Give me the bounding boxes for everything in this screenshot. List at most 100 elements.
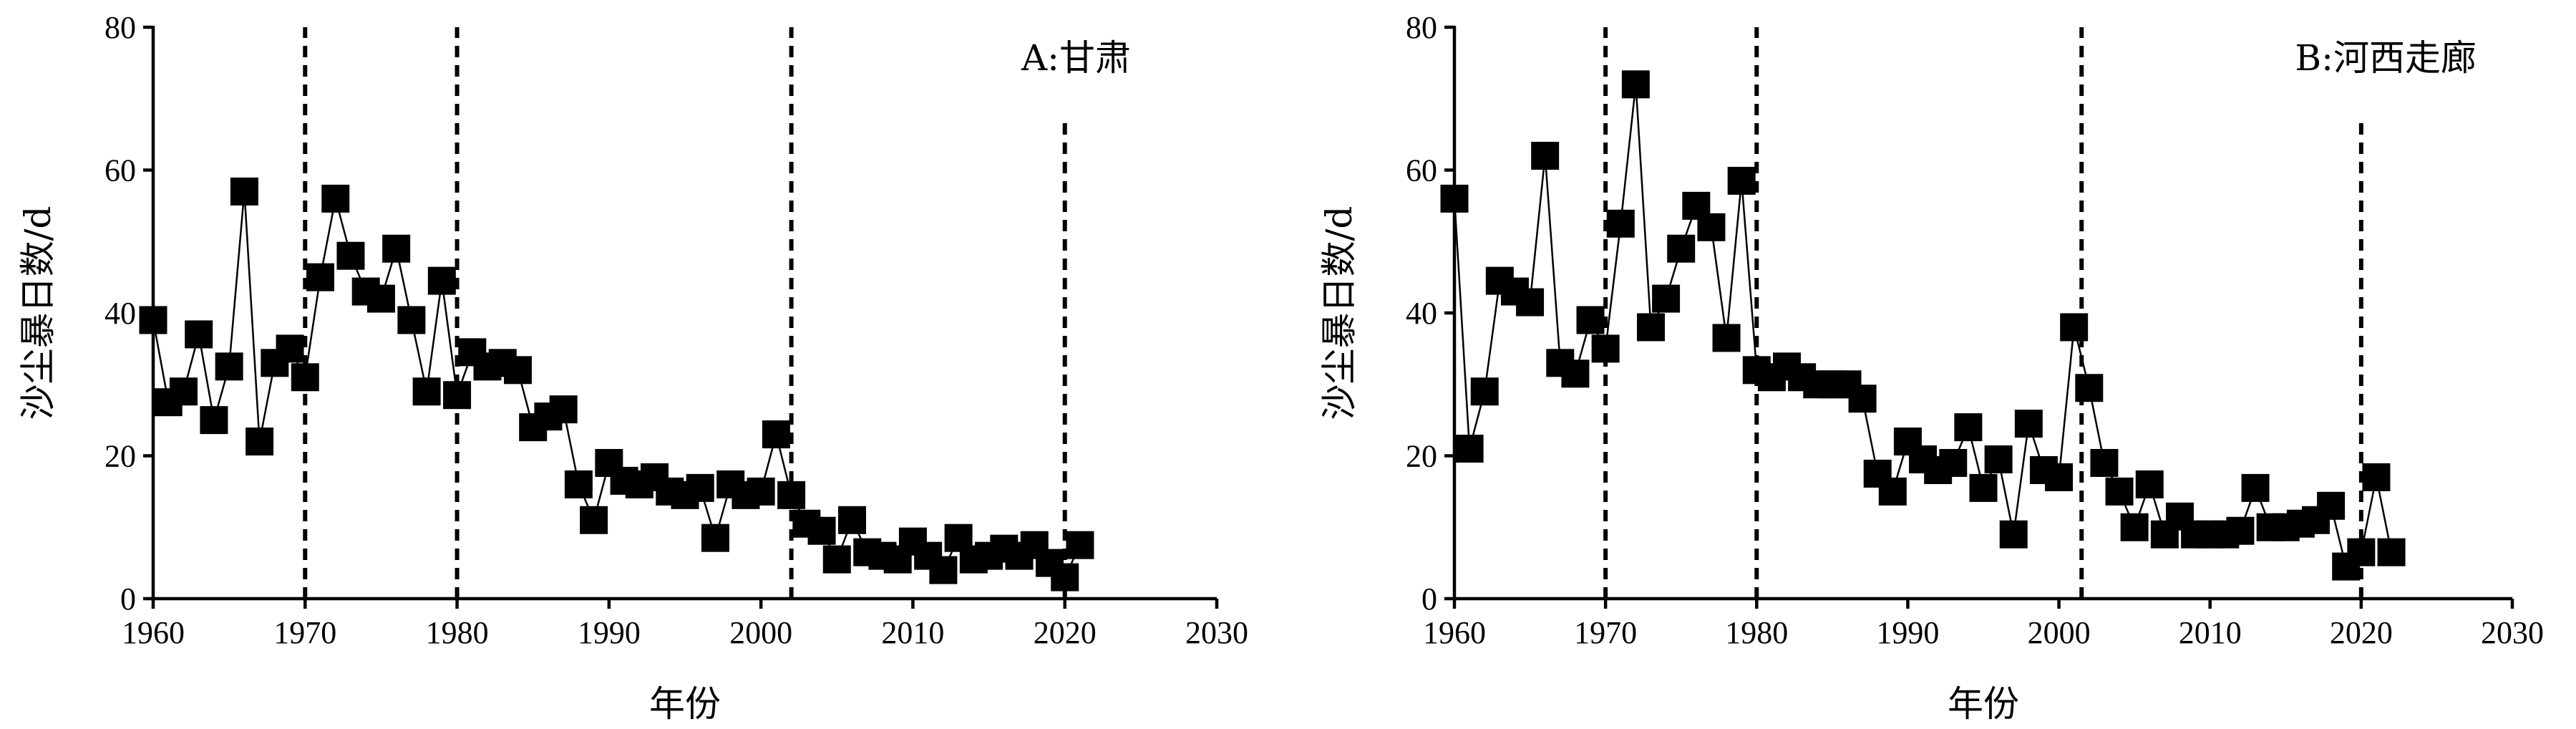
a-point-1988 [564,470,593,498]
a-x-tick-label-2000: 2000 [729,615,792,650]
b-point-1969 [1576,306,1605,334]
a-point-2012 [929,556,958,584]
b-x-axis-title: 年份 [1948,683,2019,725]
b-x-tick-label-1960: 1960 [1423,615,1486,650]
a-point-1967 [246,428,274,456]
a-point-1962 [169,377,198,406]
b-point-1995 [1969,473,1998,502]
a-point-1965 [215,352,243,381]
a-x-axis-title: 年份 [649,683,721,725]
a-point-2000 [747,477,775,506]
a-point-1966 [230,177,258,206]
a-point-1970 [291,363,319,392]
a-y-tick-label-20: 20 [105,439,136,474]
a-point-1989 [580,506,608,534]
b-point-1974 [1652,284,1681,313]
a-point-1992 [625,470,653,498]
b-point-2002 [2075,374,2104,402]
a-y-tick-label-80: 80 [105,10,136,45]
b-point-1978 [1712,324,1741,352]
b-point-1987 [1848,385,1877,413]
a-point-2006 [838,506,867,534]
b-y-tick-label-80: 80 [1406,10,1437,45]
b-point-2013 [2241,473,2270,502]
b-x-tick-label-1980: 1980 [1725,615,1788,650]
a-point-1980 [443,381,472,410]
b-point-1979 [1727,166,1756,195]
b-point-2018 [2317,491,2346,520]
b-point-1972 [1621,70,1650,99]
b-point-1994 [1954,413,1983,442]
b-y-tick-label-40: 40 [1406,296,1437,331]
a-point-1972 [321,184,350,213]
a-point-1976 [382,234,411,263]
a-point-1996 [686,473,714,502]
a-point-1973 [336,241,365,270]
b-point-1965 [1516,288,1545,317]
b-point-2006 [2135,470,2164,498]
a-point-2001 [762,420,790,449]
a-x-tick-label-1960: 1960 [122,615,185,650]
b-point-2003 [2090,448,2119,477]
a-x-tick-label-1980: 1980 [426,615,489,650]
a-point-1963 [185,320,213,349]
a-point-2002 [777,481,806,509]
b-point-1977 [1697,213,1726,241]
a-point-1979 [427,266,456,295]
a-point-2004 [807,516,836,545]
b-x-tick-label-2000: 2000 [2028,615,2091,650]
a-y-tick-label-40: 40 [105,296,136,331]
a-point-1975 [366,284,395,313]
b-x-tick-label-2030: 2030 [2481,615,2544,650]
a-point-1960 [139,306,167,334]
b-point-1989 [1878,477,1907,506]
b-point-2005 [2120,513,2149,541]
b-y-tick-label-20: 20 [1406,439,1437,474]
b-x-tick-label-1990: 1990 [1876,615,1939,650]
a-point-2020 [1051,563,1079,592]
b-point-2001 [2060,313,2089,342]
a-point-1977 [397,306,426,334]
a-x-tick-label-1970: 1970 [273,615,336,650]
a-point-1997 [701,523,729,552]
a-point-1971 [306,263,335,291]
b-point-1970 [1591,334,1620,363]
b-point-1962 [1470,377,1499,406]
b-point-1968 [1561,359,1590,388]
b-panel-title: B:河西走廊 [2295,37,2477,79]
a-panel-title: A:甘肃 [1021,37,1131,79]
panel-a-chart: 0 20 40 60 80 1960 1970 1980 1990 2000 2010 2020 203… [17,10,1248,725]
b-point-2022 [2377,538,2406,566]
a-point-1984 [503,356,532,385]
a-y-axis-title: 沙尘暴日数/d [17,206,59,420]
b-point-2004 [2105,477,2134,506]
b-y-tick-label-60: 60 [1406,153,1437,188]
b-point-1971 [1606,209,1635,238]
b-point-1973 [1636,313,1665,342]
a-point-1978 [412,377,441,406]
b-point-1993 [1939,448,1968,477]
a-y-tick-label-0: 0 [120,581,136,617]
a-y-tick-label-60: 60 [105,153,136,188]
b-point-2020 [2347,538,2376,566]
a-x-tick-label-2020: 2020 [1034,615,1097,650]
panel-b-chart: 0 20 40 60 80 1960 1970 1980 1990 2000 2010 2020 203… [1318,10,2544,725]
b-point-1998 [2014,410,2043,438]
b-point-1960 [1440,184,1469,213]
b-point-1961 [1455,435,1484,463]
b-point-2012 [2226,516,2255,545]
a-point-1964 [200,406,228,435]
b-y-axis-title: 沙尘暴日数/d [1318,206,1360,420]
a-point-2005 [822,545,851,574]
a-x-tick-label-1990: 1990 [578,615,641,650]
b-point-1997 [1999,520,2028,549]
b-y-tick-label-0: 0 [1421,581,1437,617]
b-point-2000 [2045,463,2074,491]
a-x-tick-label-2030: 2030 [1185,615,1248,650]
a-point-2021 [1066,531,1094,559]
a-point-1969 [276,334,304,363]
b-point-1975 [1667,234,1696,263]
a-point-1987 [549,395,578,424]
b-point-1966 [1531,142,1560,170]
